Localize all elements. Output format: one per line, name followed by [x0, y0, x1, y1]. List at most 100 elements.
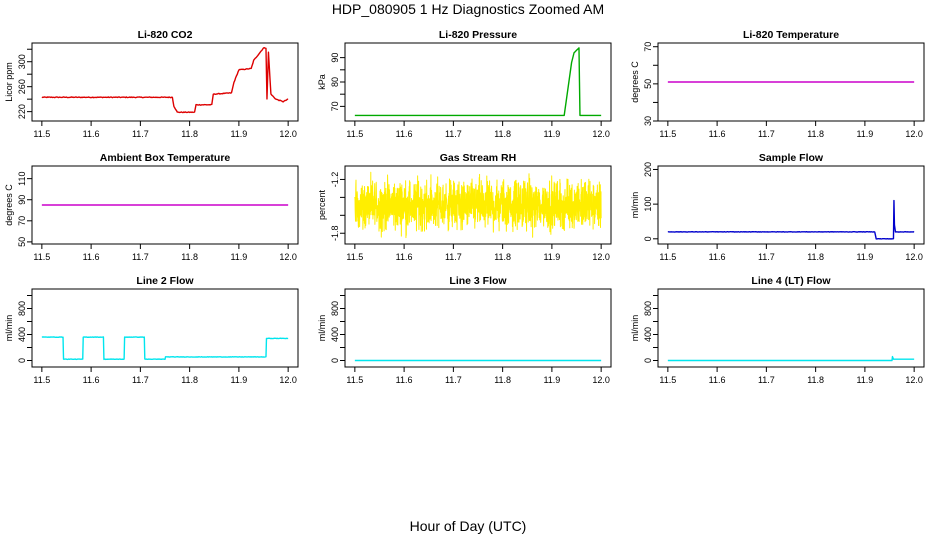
- x-axis-label: Hour of Day (UTC): [409, 518, 527, 534]
- y-tick-label: 0: [17, 358, 27, 363]
- x-tick-label: 11.8: [494, 375, 511, 385]
- panel-title: Li-820 Pressure: [439, 29, 517, 41]
- x-tick-label: 11.5: [33, 252, 50, 262]
- x-tick-label: 12.0: [592, 375, 610, 385]
- series-line: [667, 199, 915, 240]
- x-tick-label: 11.9: [543, 252, 560, 262]
- series-line: [41, 46, 289, 114]
- panel-6: Sample Flow 11.5 11.6 11.7 11.8 11.9 12.0 0 100 2…: [630, 152, 925, 262]
- x-tick-label: 11.9: [230, 375, 247, 385]
- x-tick-label: 11.5: [33, 129, 50, 139]
- x-tick-label: 11.6: [83, 375, 100, 385]
- x-tick-label: 11.5: [346, 129, 363, 139]
- y-tick-label: 400: [643, 327, 653, 342]
- x-tick-label: 11.6: [709, 375, 726, 385]
- x-tick-label: 11.7: [445, 252, 462, 262]
- y-tick-label: 0: [330, 358, 340, 363]
- x-tick-label: 11.6: [396, 375, 413, 385]
- plot-frame: [344, 42, 612, 122]
- x-tick-label: 11.6: [83, 129, 100, 139]
- y-axis-label: Licor ppm: [4, 62, 14, 102]
- x-tick-label: 11.8: [181, 252, 198, 262]
- y-tick-label: 800: [17, 301, 27, 316]
- y-axis-label: ml/min: [317, 315, 327, 342]
- plot-frame: [344, 288, 612, 368]
- plot-frame: [31, 288, 299, 368]
- x-tick-label: 11.7: [445, 129, 462, 139]
- y-tick-label: 50: [17, 237, 27, 247]
- y-tick-label: 80: [330, 77, 340, 87]
- panel-title: Line 2 Flow: [136, 275, 194, 287]
- panel-9: Line 4 (LT) Flow 11.5 11.6 11.7 11.8 11.9 12.0…: [630, 275, 925, 385]
- x-tick-label: 11.6: [709, 129, 726, 139]
- x-tick-label: 12.0: [592, 129, 610, 139]
- x-tick-label: 11.8: [181, 375, 198, 385]
- panel-title: Ambient Box Temperature: [100, 152, 231, 164]
- panel-7: Line 2 Flow 11.5 11.6 11.7 11.8 11.9 12.0 0 400 8…: [4, 275, 299, 385]
- x-tick-label: 11.8: [181, 129, 198, 139]
- x-tick-label: 11.9: [856, 375, 873, 385]
- x-tick-label: 11.7: [445, 375, 462, 385]
- x-tick-label: 11.5: [659, 252, 676, 262]
- y-tick-label: 400: [330, 327, 340, 342]
- y-axis-label: percent: [317, 189, 327, 220]
- x-tick-label: 11.5: [346, 252, 363, 262]
- y-axis-label: ml/min: [630, 315, 640, 342]
- plot-frame: [31, 165, 299, 245]
- panel-title: Li-820 Temperature: [743, 29, 839, 41]
- panel-4: Ambient Box Temperature 11.5 11.6 11.7 11.8 1…: [4, 152, 299, 262]
- x-tick-label: 11.7: [132, 252, 149, 262]
- y-tick-label: -1.2: [330, 172, 340, 188]
- y-tick-label: 260: [17, 79, 27, 94]
- x-tick-label: 11.8: [807, 129, 824, 139]
- plot-frame: [657, 288, 925, 368]
- y-tick-label: 50: [643, 79, 653, 89]
- x-tick-label: 12.0: [279, 129, 297, 139]
- panel-title: Li-820 CO2: [138, 29, 193, 41]
- x-tick-label: 12.0: [905, 129, 923, 139]
- y-tick-label: 400: [17, 327, 27, 342]
- y-tick-label: 0: [643, 236, 653, 241]
- y-tick-label: 220: [17, 104, 27, 119]
- y-tick-label: 110: [17, 171, 27, 185]
- x-tick-label: 11.9: [856, 252, 873, 262]
- y-tick-label: 200: [643, 162, 653, 177]
- y-tick-label: 70: [330, 101, 340, 111]
- x-tick-label: 11.9: [543, 375, 560, 385]
- x-tick-label: 11.9: [230, 252, 247, 262]
- y-tick-label: 70: [643, 42, 653, 52]
- y-axis-label: kPa: [317, 74, 327, 90]
- y-tick-label: -1.8: [330, 225, 340, 241]
- y-axis-label: degrees C: [4, 184, 14, 226]
- x-tick-label: 11.5: [346, 375, 363, 385]
- y-tick-label: 70: [17, 216, 27, 226]
- x-tick-label: 11.5: [33, 375, 50, 385]
- panel-8: Line 3 Flow 11.5 11.6 11.7 11.8 11.9 12.0 0 400 8…: [317, 275, 612, 385]
- x-tick-label: 11.9: [543, 129, 560, 139]
- y-axis-label: degrees C: [630, 61, 640, 103]
- x-tick-label: 11.6: [709, 252, 726, 262]
- panel-title: Line 4 (LT) Flow: [751, 275, 831, 287]
- y-tick-label: 800: [643, 301, 653, 316]
- x-tick-label: 11.7: [758, 375, 775, 385]
- panel-3: Li-820 Temperature 11.5 11.6 11.7 11.8 11.9 12…: [630, 29, 925, 139]
- y-axis-label: ml/min: [4, 315, 14, 342]
- y-tick-label: 90: [330, 53, 340, 63]
- x-tick-label: 11.9: [230, 129, 247, 139]
- x-tick-label: 12.0: [905, 375, 923, 385]
- y-tick-label: 90: [17, 195, 27, 205]
- y-tick-label: 800: [330, 301, 340, 316]
- series-line: [41, 336, 289, 361]
- x-tick-label: 11.8: [494, 252, 511, 262]
- x-tick-label: 12.0: [279, 375, 297, 385]
- x-tick-label: 11.8: [807, 375, 824, 385]
- y-tick-label: 30: [643, 116, 653, 126]
- x-tick-label: 11.8: [807, 252, 824, 262]
- panel-2: Li-820 Pressure 11.5 11.6 11.7 11.8 11.9 12.0 7…: [317, 29, 612, 139]
- plot-frame: [657, 165, 925, 245]
- x-tick-label: 11.7: [132, 375, 149, 385]
- x-tick-label: 11.5: [659, 129, 676, 139]
- plot-frame: [31, 42, 299, 122]
- panel-5: Gas Stream RH 11.5 11.6 11.7 11.8 11.9 12.0 -1.…: [317, 152, 612, 262]
